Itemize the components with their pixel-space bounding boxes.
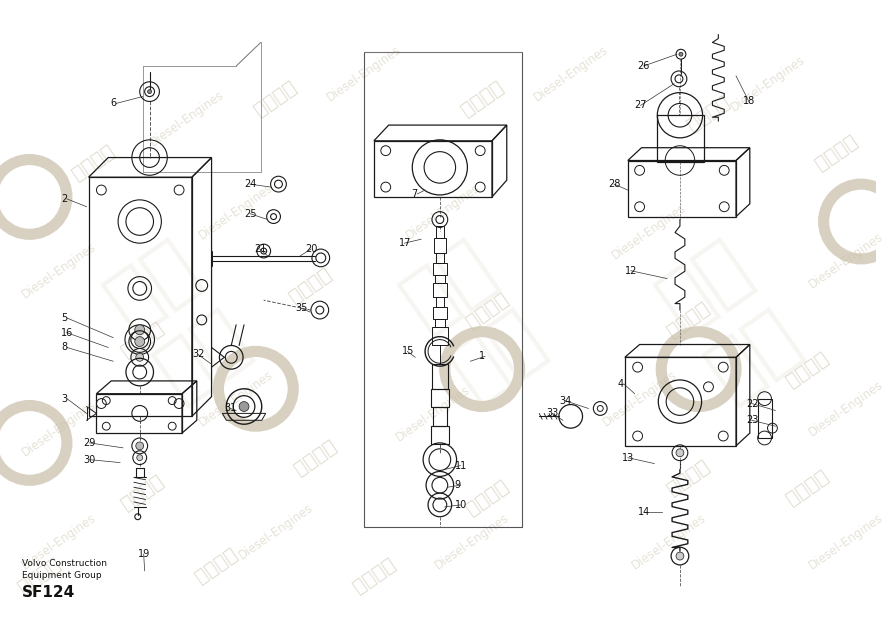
Text: 紫发动力: 紫发动力 [782,466,831,508]
Text: 27: 27 [635,101,647,111]
Text: 紫发动力: 紫发动力 [349,555,399,597]
Text: Diesel-Engines: Diesel-Engines [197,181,276,242]
Text: 紫发动力: 紫发动力 [664,456,714,499]
Text: 紫发
动力: 紫发 动力 [389,228,555,411]
Circle shape [239,401,249,411]
Text: Diesel-Engines: Diesel-Engines [600,368,679,429]
Text: 34: 34 [559,396,571,406]
Text: 紫发动力: 紫发动力 [14,555,64,597]
Text: 2: 2 [61,194,68,204]
Text: 28: 28 [608,179,620,189]
Text: 紫发动力: 紫发动力 [664,299,714,341]
Circle shape [148,90,151,94]
Text: 24: 24 [244,179,256,189]
Text: 紫发动力: 紫发动力 [812,131,862,174]
Text: 6: 6 [110,98,117,108]
Circle shape [134,337,145,347]
Text: Diesel-Engines: Diesel-Engines [629,511,708,572]
Text: Diesel-Engines: Diesel-Engines [806,230,886,291]
Text: 12: 12 [625,265,637,276]
Text: Diesel-Engines: Diesel-Engines [20,398,99,459]
Text: Diesel-Engines: Diesel-Engines [20,511,99,572]
Text: 3: 3 [61,394,67,404]
Text: 紫发动力: 紫发动力 [290,437,340,479]
Text: 32: 32 [192,349,204,359]
Text: 紫发动力: 紫发动力 [286,264,335,307]
Circle shape [676,552,684,560]
Text: 22: 22 [746,399,758,409]
Text: 紫发动力: 紫发动力 [191,545,241,587]
Text: Diesel-Engines: Diesel-Engines [806,511,886,572]
Text: 紫发动力: 紫发动力 [684,92,733,135]
Text: 7: 7 [411,189,417,199]
Text: 13: 13 [622,453,635,463]
Text: 31: 31 [224,403,237,413]
Circle shape [136,353,143,361]
Text: 紫发
动力: 紫发 动力 [93,228,261,411]
Text: 1: 1 [479,352,485,361]
Text: Diesel-Engines: Diesel-Engines [531,43,611,104]
Text: 紫发动力: 紫发动力 [782,348,831,391]
Text: 33: 33 [546,408,558,418]
Circle shape [134,325,145,335]
Text: 19: 19 [138,549,150,559]
Text: Diesel-Engines: Diesel-Engines [148,88,227,148]
Text: Diesel-Engines: Diesel-Engines [728,53,807,114]
Text: 20: 20 [305,244,318,254]
Text: SF124: SF124 [21,585,75,600]
Circle shape [676,449,684,457]
Text: 35: 35 [295,303,308,313]
Circle shape [137,455,142,460]
Text: 紫发
动力: 紫发 动力 [645,228,812,411]
Text: 9: 9 [455,480,461,490]
Text: Equipment Group: Equipment Group [21,571,101,580]
Text: Diesel-Engines: Diesel-Engines [20,240,99,301]
Text: 30: 30 [84,455,96,465]
Text: 紫发动力: 紫发动力 [118,318,167,361]
Text: 23: 23 [746,415,758,425]
Text: 紫发动力: 紫发动力 [118,471,167,513]
Text: 5: 5 [61,313,68,323]
Circle shape [136,442,143,450]
Text: Diesel-Engines: Diesel-Engines [325,43,404,104]
Circle shape [679,52,683,56]
Text: Diesel-Engines: Diesel-Engines [393,383,473,444]
Text: 紫发动力: 紫发动力 [457,77,507,120]
Text: 17: 17 [399,238,411,248]
Text: 11: 11 [455,460,467,470]
Text: Diesel-Engines: Diesel-Engines [610,201,689,262]
Text: Diesel-Engines: Diesel-Engines [403,181,482,242]
Text: 18: 18 [743,96,756,106]
Text: 4: 4 [618,379,624,389]
Text: 15: 15 [401,347,414,357]
Text: Diesel-Engines: Diesel-Engines [433,511,512,572]
Text: 25: 25 [244,209,256,219]
Text: 紫发动力: 紫发动力 [69,142,118,184]
Text: 21: 21 [254,244,266,254]
Text: 紫发动力: 紫发动力 [463,289,512,331]
Text: 10: 10 [455,500,467,510]
Text: 8: 8 [61,342,67,352]
Text: 紫发动力: 紫发动力 [251,77,300,120]
Text: 29: 29 [84,438,96,448]
Text: Diesel-Engines: Diesel-Engines [236,501,315,562]
Text: 16: 16 [61,328,73,338]
Text: Diesel-Engines: Diesel-Engines [197,368,276,429]
Text: 26: 26 [637,61,650,71]
Text: Volvo Construction: Volvo Construction [21,559,107,569]
Text: 紫发动力: 紫发动力 [463,476,512,518]
Text: 14: 14 [637,507,650,517]
Text: Diesel-Engines: Diesel-Engines [806,378,886,439]
